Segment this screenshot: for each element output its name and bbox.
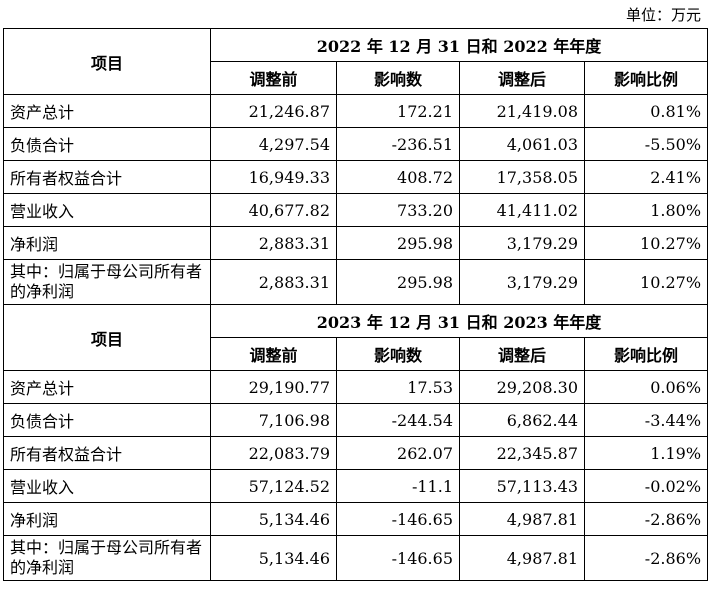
row-label: 资产总计	[3, 94, 211, 128]
section-header-row: 项目 2022 年 12 月 31 日和 2022 年年度	[3, 28, 709, 95]
table-row: 营业收入 57,124.52 -11.1 57,113.43 -0.02%	[3, 469, 709, 503]
table-row: 营业收入 40,677.82 733.20 41,411.02 1.80%	[3, 193, 709, 227]
cell-ratio: 1.19%	[583, 436, 709, 470]
table-body: 项目 2022 年 12 月 31 日和 2022 年年度 调整前 影响数 调整…	[3, 28, 709, 581]
table-row: 负债合计 4,297.54 -236.51 4,061.03 -5.50%	[3, 127, 709, 161]
cell-ratio: -0.02%	[583, 469, 709, 503]
table-row: 所有者权益合计 16,949.33 408.72 17,358.05 2.41%	[3, 160, 709, 194]
cell-after: 21,419.08	[459, 94, 585, 128]
cell-impact: 17.53	[336, 370, 460, 404]
table-row: 其中：归属于母公司所有者的净利润 2,883.31 295.98 3,179.2…	[3, 259, 709, 305]
cell-before: 29,190.77	[210, 370, 337, 404]
row-label: 其中：归属于母公司所有者的净利润	[3, 259, 211, 305]
row-label: 营业收入	[3, 469, 211, 503]
cell-ratio: 0.81%	[583, 94, 709, 128]
cell-impact: -236.51	[336, 127, 460, 161]
cell-before: 22,083.79	[210, 436, 337, 470]
row-label: 其中：归属于母公司所有者的净利润	[3, 535, 211, 581]
table-row: 负债合计 7,106.98 -244.54 6,862.44 -3.44%	[3, 403, 709, 437]
cell-impact: -244.54	[336, 403, 460, 437]
cell-after: 4,061.03	[459, 127, 585, 161]
cell-impact: -146.65	[336, 535, 460, 581]
table-row: 所有者权益合计 22,083.79 262.07 22,345.87 1.19%	[3, 436, 709, 470]
cell-impact: 733.20	[336, 193, 460, 227]
period-header: 2023 年 12 月 31 日和 2023 年年度	[209, 304, 709, 338]
period-header: 2022 年 12 月 31 日和 2022 年年度	[209, 28, 709, 62]
cell-impact: 408.72	[336, 160, 460, 194]
row-label: 营业收入	[3, 193, 211, 227]
cell-impact: -11.1	[336, 469, 460, 503]
table-row: 净利润 2,883.31 295.98 3,179.29 10.27%	[3, 226, 709, 260]
column-header-ratio: 影响比例	[583, 337, 709, 371]
section-header-row: 项目 2023 年 12 月 31 日和 2023 年年度	[3, 304, 709, 371]
cell-ratio: 10.27%	[583, 259, 709, 305]
cell-impact: -146.65	[336, 502, 460, 536]
cell-before: 4,297.54	[210, 127, 337, 161]
cell-ratio: -3.44%	[583, 403, 709, 437]
row-label: 负债合计	[3, 403, 211, 437]
unit-label: 单位：万元	[625, 6, 701, 24]
cell-impact: 172.21	[336, 94, 460, 128]
cell-after: 3,179.29	[459, 226, 585, 260]
cell-ratio: 0.06%	[583, 370, 709, 404]
cell-ratio: -2.86%	[583, 502, 709, 536]
column-header-row: 调整前 影响数 调整后 影响比例	[4, 61, 709, 95]
column-header-ratio: 影响比例	[583, 61, 709, 95]
column-header-after: 调整后	[459, 337, 585, 371]
row-label: 资产总计	[3, 370, 211, 404]
column-header-before: 调整前	[210, 61, 337, 95]
cell-after: 57,113.43	[459, 469, 585, 503]
cell-before: 5,134.46	[210, 535, 337, 581]
cell-impact: 295.98	[336, 226, 460, 260]
table-row: 资产总计 21,246.87 172.21 21,419.08 0.81%	[3, 94, 709, 128]
cell-after: 3,179.29	[459, 259, 585, 305]
column-header-row: 调整前 影响数 调整后 影响比例	[4, 337, 709, 371]
cell-before: 7,106.98	[210, 403, 337, 437]
cell-before: 2,883.31	[210, 226, 337, 260]
cell-after: 4,987.81	[459, 535, 585, 581]
row-label: 负债合计	[3, 127, 211, 161]
cell-ratio: 1.80%	[583, 193, 709, 227]
cell-before: 16,949.33	[210, 160, 337, 194]
cell-after: 17,358.05	[459, 160, 585, 194]
row-label: 净利润	[3, 226, 211, 260]
cell-ratio: -5.50%	[583, 127, 709, 161]
column-header-impact: 影响数	[336, 61, 460, 95]
cell-impact: 262.07	[336, 436, 460, 470]
row-label: 所有者权益合计	[3, 436, 211, 470]
table-row: 净利润 5,134.46 -146.65 4,987.81 -2.86%	[3, 502, 709, 536]
cell-before: 2,883.31	[210, 259, 337, 305]
cell-ratio: -2.86%	[583, 535, 709, 581]
cell-after: 29,208.30	[459, 370, 585, 404]
cell-ratio: 10.27%	[583, 226, 709, 260]
cell-before: 21,246.87	[210, 94, 337, 128]
adjustment-table: 项目 2022 年 12 月 31 日和 2022 年年度 调整前 影响数 调整…	[3, 28, 709, 581]
cell-after: 41,411.02	[459, 193, 585, 227]
column-header-impact: 影响数	[336, 337, 460, 371]
cell-impact: 295.98	[336, 259, 460, 305]
table-row: 资产总计 29,190.77 17.53 29,208.30 0.06%	[3, 370, 709, 404]
row-label: 所有者权益合计	[3, 160, 211, 194]
cell-before: 40,677.82	[210, 193, 337, 227]
cell-before: 57,124.52	[210, 469, 337, 503]
cell-after: 22,345.87	[459, 436, 585, 470]
item-header: 项目	[3, 28, 211, 95]
cell-after: 6,862.44	[459, 403, 585, 437]
row-label: 净利润	[3, 502, 211, 536]
cell-after: 4,987.81	[459, 502, 585, 536]
cell-before: 5,134.46	[210, 502, 337, 536]
table-row: 其中：归属于母公司所有者的净利润 5,134.46 -146.65 4,987.…	[3, 535, 709, 581]
cell-ratio: 2.41%	[583, 160, 709, 194]
item-header: 项目	[3, 304, 211, 371]
column-header-after: 调整后	[459, 61, 585, 95]
column-header-before: 调整前	[210, 337, 337, 371]
